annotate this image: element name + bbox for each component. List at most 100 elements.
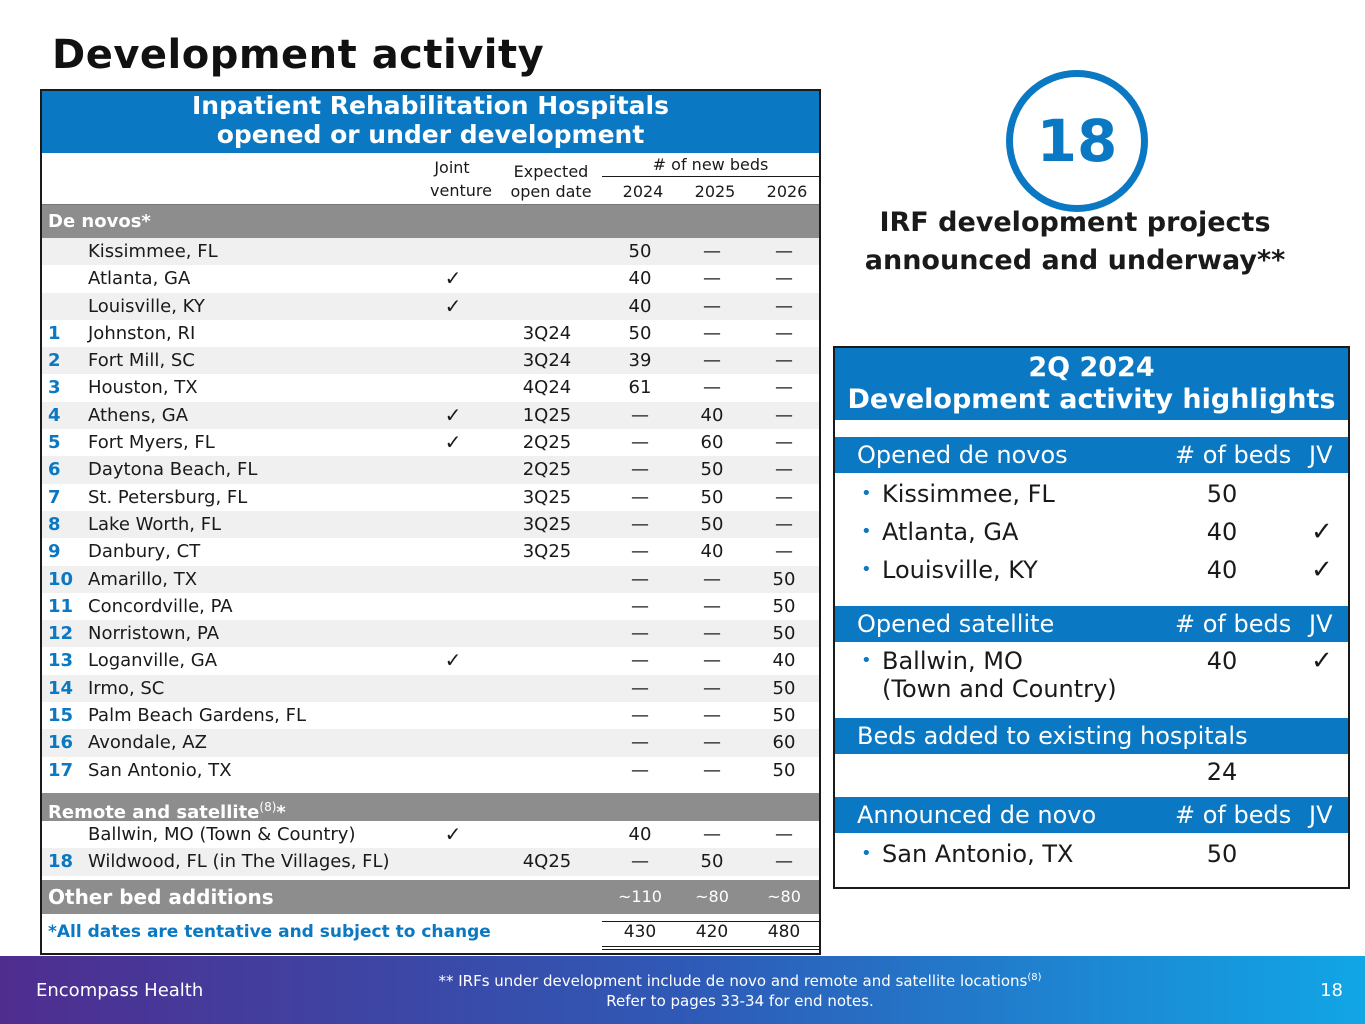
row-beds-2025: —	[703, 823, 721, 845]
check-icon: ✓	[444, 821, 462, 846]
row-beds-2024: 61	[628, 377, 652, 399]
row-open-date: 4Q25	[522, 851, 572, 873]
projects-caption-line2: announced and underway**	[864, 245, 1286, 276]
check-icon: ✓	[1311, 555, 1333, 585]
opened-denovo-item: • Louisville, KY 40 ✓	[835, 551, 1348, 589]
check-icon: ✓	[444, 402, 462, 427]
row-beds-2025: —	[703, 623, 721, 645]
total-2024: 430	[623, 922, 657, 942]
page-number: 18	[1320, 980, 1343, 1001]
header-divider	[42, 204, 819, 205]
row-beds-2024: —	[631, 486, 649, 508]
row-beds-2024: —	[631, 568, 649, 590]
dates-footnote: *All dates are tentative and subject to …	[48, 922, 491, 942]
row-location: Concordville, PA	[88, 595, 233, 617]
row-beds-2026: —	[775, 851, 793, 873]
table-row: 4 Athens, GA ✓ 1Q25 — 40 —	[42, 401, 819, 430]
opened-beds: 50	[1206, 480, 1238, 508]
row-beds-2026: 50	[772, 677, 796, 699]
row-beds-2026: —	[775, 459, 793, 481]
row-beds-2025: —	[703, 732, 721, 754]
col-joint-line1: Joint	[434, 158, 470, 177]
footer-note-text: ** IRFs under development include de nov…	[438, 972, 1028, 990]
section-remote-label: Remote and satellite	[48, 801, 260, 823]
row-open-date: 2Q25	[522, 432, 572, 454]
row-open-date: 3Q24	[522, 350, 572, 372]
satellite-item: • Ballwin, MO 40 ✓	[835, 642, 1348, 680]
beds-added-bar: Beds added to existing hospitals	[835, 718, 1348, 754]
bullet: •	[861, 843, 872, 864]
row-beds-2024: —	[631, 623, 649, 645]
table-row: 10 Amarillo, TX — — 50	[42, 565, 819, 593]
beds-col-label: # of beds	[1175, 801, 1292, 829]
table-row: 14 Irmo, SC — — 50	[42, 674, 819, 703]
row-beds-2025: —	[703, 241, 721, 262]
row-number: 3	[48, 377, 61, 399]
row-beds-2026: —	[775, 241, 793, 262]
row-beds-2026: 50	[772, 759, 796, 781]
row-beds-2026: —	[775, 823, 793, 845]
row-beds-2025: —	[703, 650, 721, 672]
row-beds-2026: 50	[772, 595, 796, 617]
row-location: Atlanta, GA	[88, 268, 191, 290]
row-open-date: 3Q24	[522, 322, 572, 344]
total-2026: 480	[767, 922, 801, 942]
highlights-header: 2Q 2024 Development activity highlights	[835, 348, 1348, 420]
table-row: Ballwin, MO (Town & Country) ✓ 40 — —	[42, 821, 819, 848]
irf-development-table: Inpatient Rehabilitation Hospitals opene…	[40, 89, 821, 955]
row-beds-2026: —	[775, 295, 793, 317]
row-location: San Antonio, TX	[88, 759, 232, 781]
highlights-panel: 2Q 2024 Development activity highlights …	[833, 346, 1350, 889]
opened-beds: 40	[1206, 556, 1238, 584]
row-location: Johnston, RI	[88, 322, 196, 344]
row-number: 13	[48, 650, 74, 672]
table-row: 3 Houston, TX 4Q24 61 — —	[42, 374, 819, 401]
row-beds-2025: 50	[700, 851, 724, 873]
row-location: Ballwin, MO (Town & Country)	[88, 823, 356, 845]
row-location: Kissimmee, FL	[88, 241, 218, 262]
row-location: Houston, TX	[88, 377, 198, 399]
row-beds-2025: 40	[700, 404, 724, 426]
row-number: 10	[48, 568, 74, 590]
row-location: Daytona Beach, FL	[88, 459, 258, 481]
projects-caption-line1: IRF development projects	[879, 207, 1271, 238]
table-row: 11 Concordville, PA — — 50	[42, 593, 819, 620]
row-beds-2024: 40	[628, 268, 652, 290]
bullet: •	[861, 521, 872, 542]
table-header-line1: Inpatient Rehabilitation Hospitals	[191, 91, 669, 120]
table-row: 18 Wildwood, FL (in The Villages, FL) 4Q25…	[42, 848, 819, 876]
table-row: 1 Johnston, RI 3Q24 50 — —	[42, 320, 819, 347]
row-beds-2025: —	[703, 350, 721, 372]
row-beds-2026: 50	[772, 705, 796, 727]
row-open-date: 3Q25	[522, 513, 572, 535]
row-number: 14	[48, 677, 74, 699]
table-row: 6 Daytona Beach, FL 2Q25 — 50 —	[42, 456, 819, 484]
announced-beds: 50	[1206, 840, 1238, 868]
col-new-beds: # of new beds	[652, 155, 769, 174]
row-number: 7	[48, 486, 61, 508]
table-row: 5 Fort Myers, FL ✓ 2Q25 — 60 —	[42, 429, 819, 456]
beds-added-item: 24	[835, 753, 1348, 791]
row-beds-2025: —	[703, 377, 721, 399]
table-row: 12 Norristown, PA — — 50	[42, 620, 819, 648]
row-beds-2025: —	[703, 295, 721, 317]
col-year-2026: 2026	[766, 182, 808, 201]
row-location: Danbury, CT	[88, 541, 201, 563]
row-number: 4	[48, 404, 61, 426]
announced-label: Announced de novo	[857, 801, 1097, 829]
footer-note-sup: (8)	[1027, 972, 1042, 983]
col-open-line2: open date	[510, 182, 592, 201]
column-headers: Joint venture Expected open date # of ne…	[42, 153, 819, 205]
other-2026: ~80	[767, 887, 801, 906]
highlights-header-line1: 2Q 2024	[1028, 352, 1155, 383]
row-location: Palm Beach Gardens, FL	[88, 705, 306, 727]
row-location: Irmo, SC	[88, 677, 165, 699]
check-icon: ✓	[1311, 517, 1333, 547]
remote-rows: Ballwin, MO (Town & Country) ✓ 40 — — 18 Wildw…	[42, 821, 819, 876]
row-beds-2024: —	[631, 705, 649, 727]
projects-caption: IRF development projects announced and u…	[840, 204, 1310, 280]
table-row: Louisville, KY ✓ 40 — —	[42, 292, 819, 320]
row-location: Amarillo, TX	[88, 568, 198, 590]
satellite-loc-detail: (Town and Country)	[882, 675, 1117, 703]
opened-denovo-item: • Atlanta, GA 40 ✓	[835, 513, 1348, 551]
